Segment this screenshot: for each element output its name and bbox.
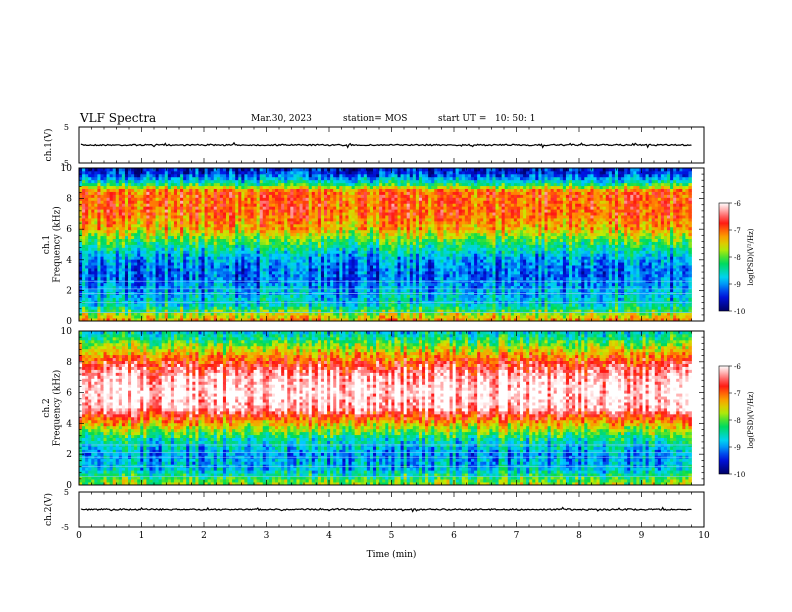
y-axis-label: ch.1(V) bbox=[43, 129, 54, 162]
x-tick-label: 9 bbox=[639, 531, 645, 541]
y-axis-label: ch.1Frequency (kHz) bbox=[42, 206, 62, 283]
x-tick-label: 4 bbox=[326, 531, 332, 541]
y-tick-label: 5 bbox=[64, 123, 69, 132]
colorbar-tick-label: -7 bbox=[734, 390, 741, 398]
colorbar-tick-label: -8 bbox=[734, 254, 741, 262]
colorbar-tick-label: -8 bbox=[734, 417, 741, 425]
ch1-waveform-trace bbox=[80, 141, 692, 149]
x-ticks-3: 0 1 2 3 4 5 6 7 8 9 10 bbox=[76, 492, 710, 541]
x-axis-label: Time (min) bbox=[367, 549, 417, 560]
colorbar-tick-label: -6 bbox=[734, 363, 741, 371]
x-tick-label: 0 bbox=[76, 531, 82, 541]
colorbar-label: log(PSD)(V²/Hz) bbox=[747, 228, 755, 285]
x-tick-label: 7 bbox=[514, 531, 520, 541]
y-axis-label: ch.2(V) bbox=[43, 493, 54, 526]
y-tick-label: 2 bbox=[66, 286, 72, 296]
ch2-waveform-trace bbox=[80, 506, 692, 513]
y-tick-label: 2 bbox=[66, 450, 72, 460]
y-tick-label: 4 bbox=[66, 419, 72, 429]
ch2-spectrogram-colorbar: -6 -7 -8 -9 -10 log(PSD)(V²/Hz) bbox=[718, 363, 755, 479]
colorbar-tick-label: -7 bbox=[734, 227, 741, 235]
colorbar-label: log(PSD)(V²/Hz) bbox=[747, 391, 755, 448]
y-tick-label: -5 bbox=[61, 159, 69, 168]
x-ticks-0 bbox=[78, 127, 705, 163]
x-tick-label: 8 bbox=[576, 531, 582, 541]
colorbar-tick-label: -9 bbox=[734, 281, 741, 289]
y-tick-label: 10 bbox=[61, 327, 73, 337]
y-tick-label: 10 bbox=[61, 164, 73, 174]
y-tick-label: 8 bbox=[66, 195, 72, 205]
start-time-value: 10: 50: 1 bbox=[495, 114, 535, 124]
ch2-spectrogram-cells bbox=[79, 331, 692, 486]
x-tick-label: 5 bbox=[389, 531, 395, 541]
colorbar-tick-label: -10 bbox=[734, 471, 745, 479]
y-tick-label: -5 bbox=[61, 523, 69, 532]
ch1-spectrogram-colorbar: -6 -7 -8 -9 -10 log(PSD)(V²/Hz) bbox=[718, 200, 755, 316]
x-ticks-2 bbox=[78, 331, 705, 485]
ch1-waveform: 5 -5 ch.1(V) bbox=[43, 123, 705, 168]
colorbar-tick-label: -9 bbox=[734, 444, 741, 452]
ch2-spectrogram: 0 2 4 6 8 10 ch.2Frequency (kHz) bbox=[42, 327, 705, 491]
ch1-spectrogram: 0 2 4 6 8 10 ch.1Frequency (kHz) bbox=[42, 164, 705, 327]
ch2-waveform: 5 -5 ch.2(V) bbox=[43, 488, 705, 532]
y-tick-label: 8 bbox=[66, 358, 72, 368]
y-tick-label: 6 bbox=[66, 389, 72, 399]
chart-title: VLF Spectra bbox=[80, 111, 156, 125]
x-tick-label: 3 bbox=[264, 531, 270, 541]
y-axis-label: ch.2Frequency (kHz) bbox=[42, 370, 62, 447]
y-tick-label: 0 bbox=[66, 317, 72, 327]
start-time-prefix: start UT = bbox=[438, 114, 486, 124]
ch1-spectrogram-cells bbox=[79, 168, 692, 322]
y-tick-label: 0 bbox=[66, 481, 72, 491]
x-ticks-1 bbox=[78, 168, 705, 321]
x-tick-label: 2 bbox=[201, 531, 207, 541]
colorbar-tick-label: -10 bbox=[734, 308, 745, 316]
date-label: Mar.30, 2023 bbox=[251, 114, 312, 124]
x-tick-label: 1 bbox=[139, 531, 145, 541]
y-tick-label: 4 bbox=[66, 256, 72, 266]
y-tick-label: 6 bbox=[66, 225, 72, 235]
colorbar-tick-label: -6 bbox=[734, 200, 741, 208]
x-tick-label: 6 bbox=[451, 531, 457, 541]
y-tick-label: 5 bbox=[64, 488, 69, 497]
x-tick-label: 10 bbox=[698, 531, 710, 541]
station-label: station= MOS bbox=[343, 114, 407, 124]
